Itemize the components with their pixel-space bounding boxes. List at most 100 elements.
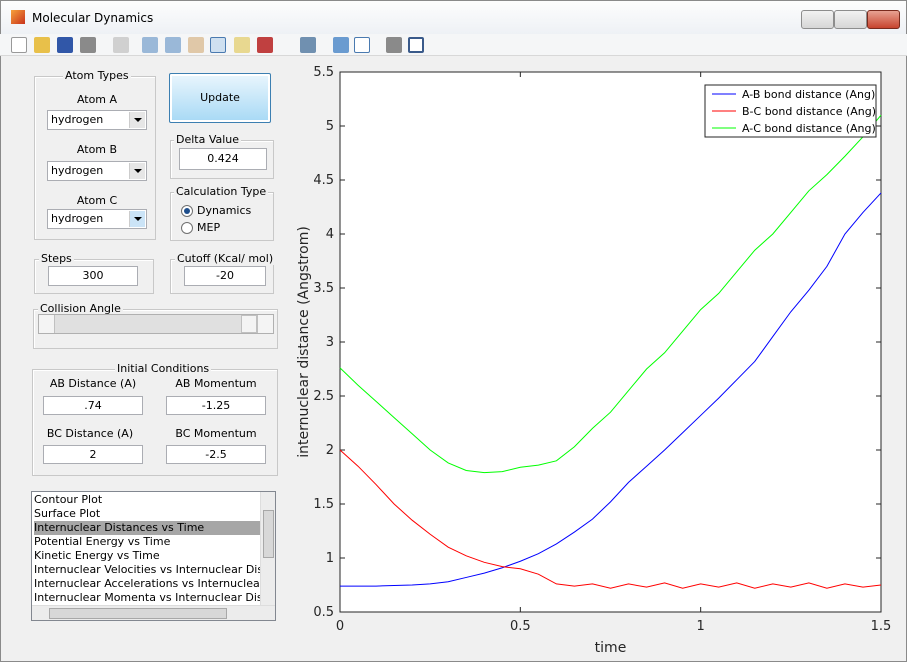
atom-value: hydrogen (51, 164, 104, 177)
x-tick-label: 0 (336, 619, 344, 634)
x-tick-label: 1 (697, 619, 705, 634)
list-item[interactable]: Internuclear Velocities vs Internuclear … (34, 563, 260, 576)
maximize-button[interactable] (834, 10, 867, 29)
scroll-thumb[interactable] (263, 510, 274, 558)
panel-title: Cutoff (Kcal/ mol) (175, 252, 276, 265)
link-button[interactable] (300, 37, 316, 53)
y-tick-label: 3 (326, 335, 334, 350)
panel-title: Delta Value (174, 133, 242, 146)
pan-button[interactable] (188, 37, 204, 53)
atom-value: hydrogen (51, 212, 104, 225)
list-item[interactable]: Internuclear Accelerations vs Internucle… (34, 577, 260, 590)
legend-label: A-B bond distance (Ang) (742, 88, 875, 101)
ab-momentum-field[interactable]: -1.25 (166, 396, 266, 415)
horizontal-scrollbar[interactable] (32, 605, 275, 620)
slider-left-arrow[interactable] (39, 315, 55, 333)
open-button[interactable] (34, 37, 50, 53)
x-axis-label: time (595, 640, 627, 656)
atom-label: Atom C (76, 194, 118, 207)
panel-title: Steps (39, 252, 74, 265)
bc-distance-field[interactable]: 2 (43, 445, 143, 464)
calculation-type-panel: Calculation Type (170, 185, 274, 241)
list-item[interactable]: Kinetic Energy vs Time (34, 549, 160, 562)
legend-label: B-C bond distance (Ang) (742, 105, 876, 118)
cutoff-field[interactable]: -20 (184, 266, 266, 286)
steps-panel: Steps (34, 252, 154, 294)
series-line (340, 192, 882, 587)
list-item[interactable]: Surface Plot (34, 507, 101, 520)
chart: 0.511.522.533.544.555.50 0.5 1 1.5timeinter… (296, 65, 892, 656)
y-tick-label: 1 (326, 551, 334, 566)
datacursor-button[interactable] (234, 37, 250, 53)
field-label: BC Momentum (175, 427, 257, 440)
y-tick-label: 2 (326, 443, 334, 458)
toolbar (0, 34, 907, 56)
scroll-thumb[interactable] (49, 608, 227, 619)
atom-popup[interactable]: hydrogen (47, 161, 147, 181)
print-button[interactable] (80, 37, 96, 53)
y-tick-label: 2.5 (313, 389, 334, 404)
vertical-scrollbar[interactable] (260, 492, 275, 605)
y-axis-label: internuclear distance (Angstrom) (296, 226, 312, 458)
slider-thumb[interactable] (241, 315, 257, 333)
save-button[interactable] (57, 37, 73, 53)
slider-right-arrow[interactable] (257, 315, 273, 333)
panel-title: Atom Types (63, 69, 131, 82)
hide-tools-button[interactable] (386, 37, 402, 53)
y-tick-label: 4 (326, 227, 334, 242)
radio-label: MEP (197, 221, 221, 234)
series-line (339, 449, 882, 589)
zoom-out-button[interactable] (165, 37, 181, 53)
minimize-button[interactable] (801, 10, 834, 29)
radio-label: Dynamics (197, 204, 252, 217)
pointer-button[interactable] (113, 37, 129, 53)
y-tick-label: 3.5 (313, 281, 334, 296)
bc-momentum-field[interactable]: -2.5 (166, 445, 266, 464)
atom-label: Atom B (76, 143, 118, 156)
field-label: AB Momentum (175, 377, 257, 390)
new-button[interactable] (11, 37, 27, 53)
y-tick-label: 4.5 (313, 173, 334, 188)
brush-button[interactable] (257, 37, 273, 53)
y-tick-label: 5.5 (313, 65, 334, 80)
panel-title: Initial Conditions (115, 362, 212, 375)
list-item[interactable]: Internuclear Momenta vs Internuclear Dis… (34, 591, 260, 604)
steps-field[interactable]: 300 (48, 266, 138, 286)
colorbar-button[interactable] (333, 37, 349, 53)
radio-button[interactable] (181, 222, 193, 234)
legend-button[interactable] (354, 37, 370, 53)
zoom-in-button[interactable] (142, 37, 158, 53)
show-tools-button[interactable] (408, 37, 424, 53)
series-line (339, 114, 882, 474)
dropdown-arrow (129, 163, 145, 179)
x-tick-label: 1.5 (871, 619, 892, 634)
dropdown-arrow (129, 211, 145, 227)
atom-popup[interactable]: hydrogen (47, 209, 147, 229)
delta-value-field[interactable]: 0.424 (179, 148, 267, 170)
atom-label: Atom A (76, 93, 118, 106)
panel-title: Calculation Type (174, 185, 269, 198)
y-tick-label: 0.5 (313, 605, 334, 620)
atom-value: hydrogen (51, 113, 104, 126)
panel-title: Collision Angle (38, 302, 123, 315)
y-tick-label: 5 (326, 119, 334, 134)
angle-slider[interactable] (38, 314, 274, 334)
plot-listbox[interactable]: Internuclear Momenta vs Internuclear Dis… (31, 491, 276, 621)
collision-angle-panel: Collision Angle (33, 302, 278, 349)
ab-distance-field[interactable]: .74 (43, 396, 143, 415)
close-button[interactable] (867, 10, 900, 29)
dropdown-arrow (129, 112, 145, 128)
radio-button[interactable] (181, 205, 193, 217)
title-bar: Molecular Dynamics (0, 0, 907, 34)
list-item[interactable]: Contour Plot (34, 493, 103, 506)
atom-popup[interactable]: hydrogen (47, 110, 147, 130)
x-tick-label: 0.5 (510, 619, 531, 634)
list-item[interactable]: Internuclear Distances vs Time (34, 521, 260, 535)
list-item[interactable]: Potential Energy vs Time (34, 535, 171, 548)
update-button[interactable]: Update (169, 73, 271, 123)
window-title: Molecular Dynamics (32, 11, 154, 25)
rotate-button[interactable] (210, 37, 226, 53)
cutoff-panel: Cutoff (Kcal/ mol) (170, 252, 276, 294)
delta-value-panel: Delta Value (170, 133, 274, 179)
